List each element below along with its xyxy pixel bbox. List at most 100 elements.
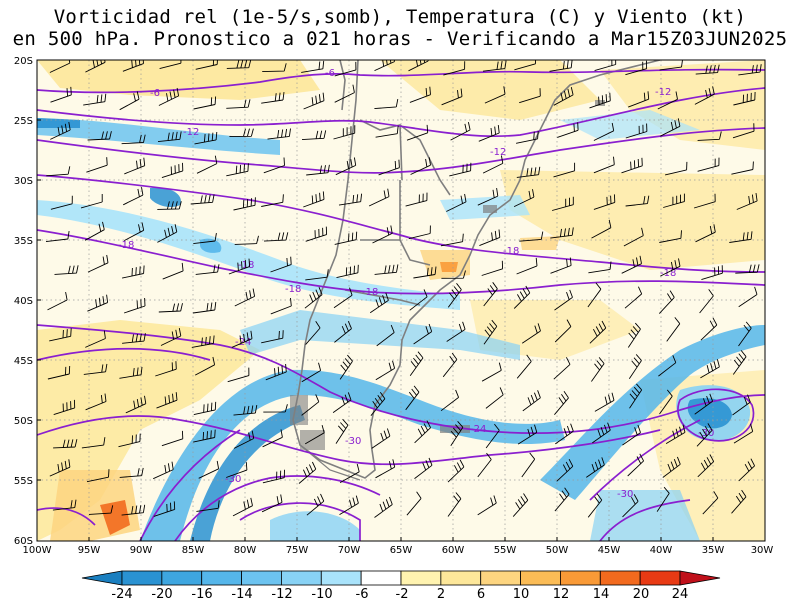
wind-barb (303, 92, 325, 110)
wind-barb (628, 91, 650, 108)
wind-barb (190, 194, 215, 205)
wind-barb (374, 496, 393, 518)
wind-barb (591, 219, 612, 239)
wind-barb (659, 230, 682, 243)
wind-barb (54, 265, 79, 275)
colorbar-cell (520, 570, 561, 586)
colorbar-label: 14 (593, 587, 610, 600)
chart-title-line1: Vorticidad rel (1e-5/s,somb), Temperatur… (53, 6, 747, 28)
wind-barb (122, 60, 144, 72)
wind-barb (198, 460, 220, 479)
colorbar-cell (201, 570, 242, 586)
wind-barb (482, 155, 504, 174)
wind-barb (589, 320, 607, 344)
wind-barb (233, 430, 255, 449)
wind-barb (334, 61, 357, 77)
wind-barb (551, 196, 574, 211)
wind-barb (554, 487, 570, 512)
wind-barb (521, 323, 541, 344)
wind-barb (234, 235, 259, 245)
colorbar-label: -16 (191, 587, 212, 600)
lon-label: 30W (751, 545, 774, 556)
wind-barb (666, 317, 681, 342)
colorbar-cell (480, 570, 521, 586)
lon-label: 40W (650, 545, 673, 556)
wind-barb (375, 125, 399, 138)
wind-barb (334, 231, 358, 245)
wind-barb (482, 60, 507, 72)
wind-barb (160, 328, 182, 346)
colorbar-label: -10 (311, 587, 332, 600)
contour-label: -30 (345, 436, 361, 447)
wind-barb (261, 330, 284, 344)
wind-barb (119, 467, 144, 478)
wind-barb (263, 232, 289, 242)
wind-barb (305, 321, 321, 345)
wind-barb (514, 60, 536, 71)
lat-label: 50S (14, 416, 33, 427)
wind-barb (45, 231, 70, 243)
colorbar-cell (639, 570, 681, 586)
colorbar-cell (400, 570, 442, 586)
wind-barb (450, 122, 471, 141)
wind-barb (660, 258, 681, 277)
contour-label: -30 (225, 474, 241, 485)
longitude-labels: 100W 95W 90W 85W 80W 75W 70W 65W 60W 55W… (23, 545, 774, 556)
wind-barb (593, 156, 615, 174)
wind-barb (372, 225, 393, 244)
colorbar-label: 6 (477, 587, 485, 600)
wind-barb (440, 233, 464, 247)
wind-barb (87, 131, 112, 141)
wind-barb (46, 166, 71, 177)
wind-barb (621, 157, 643, 174)
wind-barb (161, 162, 184, 179)
wind-barb (478, 125, 500, 142)
lon-label: 50W (546, 545, 569, 556)
wind-barb (375, 360, 396, 381)
wind-barb (375, 459, 396, 479)
wind-barb (87, 254, 109, 273)
wind-barb (554, 289, 573, 311)
wind-barb (85, 330, 106, 348)
wind-barb (53, 399, 76, 416)
wind-barb (519, 231, 544, 242)
colorbar-cell (121, 570, 163, 586)
wind-barb (700, 317, 718, 341)
wind-barb (736, 193, 758, 210)
wind-barb (694, 86, 715, 105)
wind-barb (659, 60, 683, 71)
wind-barb (162, 262, 184, 280)
wind-barb (52, 499, 77, 511)
wind-barb (627, 322, 641, 348)
wind-barb (228, 258, 251, 275)
wind-barb (339, 495, 359, 515)
contour-label: -24 (470, 424, 486, 435)
lat-label: 45S (14, 356, 33, 367)
wind-barb (477, 495, 497, 516)
wind-barb (339, 354, 353, 380)
lon-label: 35W (702, 545, 725, 556)
wind-barb (49, 328, 72, 342)
wind-barb (306, 164, 330, 176)
wind-barb (588, 261, 612, 274)
wind-barb (370, 391, 386, 416)
wind-barb (121, 134, 146, 145)
wind-barb (119, 91, 140, 111)
wind-barb (157, 201, 182, 210)
wind-barb (554, 391, 569, 415)
wind-barb (450, 421, 464, 446)
wind-barb (88, 505, 114, 515)
wind-barb (123, 187, 144, 206)
wind-barb (47, 292, 68, 311)
wind-barb (665, 424, 686, 444)
wind-barb (262, 469, 285, 484)
wind-barb (263, 157, 285, 174)
wind-barb (440, 389, 460, 412)
wind-barb (732, 123, 755, 139)
colorbar-label: -24 (111, 587, 132, 600)
contour-label: -18 (285, 284, 301, 295)
wind-barb (521, 452, 536, 478)
axis-ticks (37, 119, 714, 541)
wind-barb (124, 157, 146, 175)
